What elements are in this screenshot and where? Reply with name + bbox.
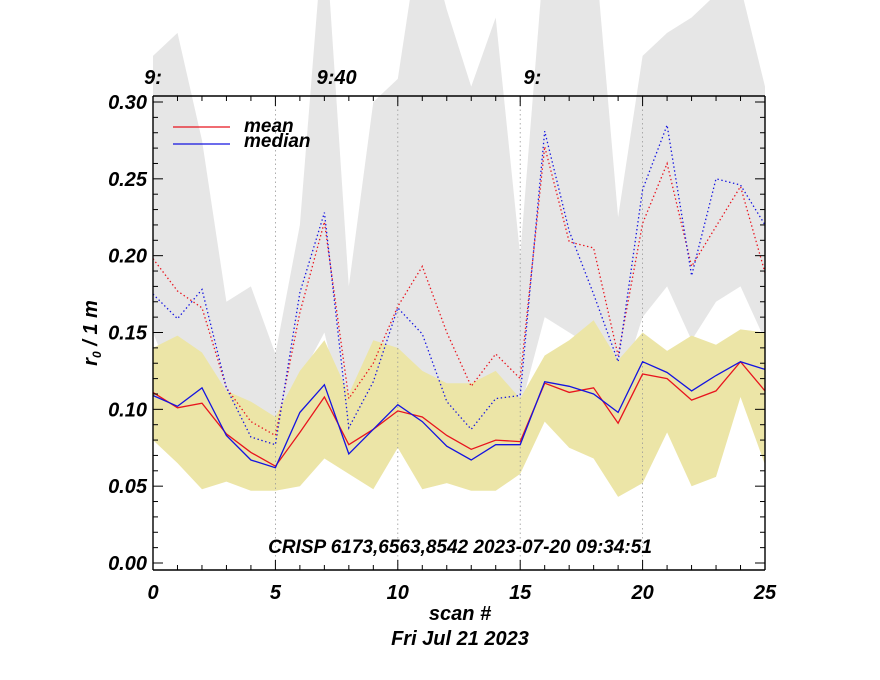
x-tick-label: 5 [270, 582, 282, 604]
y-tick-label: 0.00 [108, 553, 147, 575]
series-line-mean-dotted [152, 146, 766, 437]
y-axis-title: r0 / 1 m [80, 300, 104, 366]
y-axis-title-main: r [80, 357, 102, 366]
yellow-envelope-band [153, 320, 765, 497]
top-time-label: 9: [524, 67, 542, 89]
y-tick-label: 0.30 [108, 92, 147, 114]
legend-median-label: median [244, 131, 311, 152]
gray-envelope-band [153, 0, 765, 467]
y-axis-title-unit: / 1 m [80, 300, 102, 351]
legend: mean median [173, 116, 311, 152]
x-tick-label: 25 [753, 582, 777, 604]
top-time-label: 9: [144, 67, 162, 89]
x-tick-labels: 0 5 10 15 20 25 [147, 582, 777, 604]
y-tick-label: 0.05 [108, 476, 148, 498]
x-axis-date: Fri Jul 21 2023 [391, 628, 529, 650]
y-tick-label: 0.20 [108, 246, 147, 268]
y-axis-title-subscript: 0 [90, 351, 104, 358]
series-line-median [152, 360, 766, 469]
top-time-label: 9:40 [317, 67, 357, 89]
x-tick-label: 10 [387, 582, 409, 604]
x-axis-title: scan # [429, 603, 492, 625]
series-line-mean [152, 360, 766, 468]
top-axis-labels: 9: 9:40 9: [144, 67, 541, 89]
y-tick-label: 0.10 [108, 399, 147, 421]
y-tick-label: 0.15 [108, 323, 148, 345]
series-line-median-dotted [152, 122, 766, 446]
x-tick-label: 15 [509, 582, 532, 604]
observation-annotation: CRISP 6173,6563,8542 2023-07-20 09:34:51 [268, 537, 652, 558]
data-series [152, 122, 766, 469]
axis-ticks [152, 96, 766, 570]
y-tick-labels: 0.00 0.05 0.10 0.15 0.20 0.25 0.30 [108, 92, 148, 575]
y-tick-label: 0.25 [108, 169, 148, 191]
envelope-bands [153, 0, 765, 497]
x-tick-label: 20 [630, 582, 653, 604]
x-tick-label: 0 [147, 582, 158, 604]
legend-mean-label: mean [244, 116, 294, 137]
